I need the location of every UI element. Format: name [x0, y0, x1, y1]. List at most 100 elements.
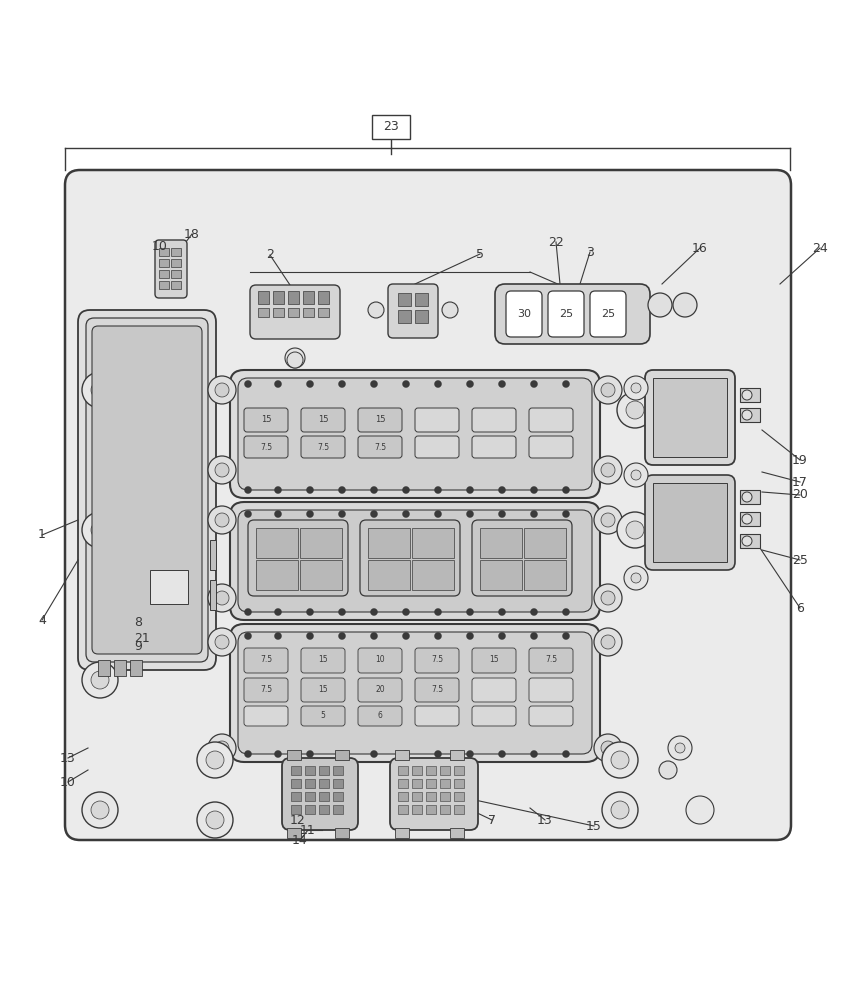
Bar — [305, 805, 315, 814]
Bar — [653, 483, 727, 562]
Bar — [114, 660, 126, 676]
Circle shape — [624, 376, 648, 400]
Text: 19: 19 — [792, 454, 808, 466]
FancyBboxPatch shape — [358, 706, 402, 726]
Text: 1: 1 — [38, 528, 46, 542]
Bar — [333, 766, 343, 775]
Text: 25: 25 — [601, 309, 615, 319]
FancyBboxPatch shape — [155, 240, 187, 298]
FancyBboxPatch shape — [238, 632, 592, 754]
Circle shape — [245, 510, 252, 518]
Circle shape — [208, 376, 236, 404]
FancyBboxPatch shape — [472, 678, 516, 702]
Bar — [318, 308, 329, 317]
Bar — [130, 660, 142, 676]
Bar — [440, 766, 450, 775]
FancyBboxPatch shape — [301, 408, 345, 432]
Bar — [653, 378, 727, 457]
FancyBboxPatch shape — [250, 285, 340, 339]
Circle shape — [371, 487, 378, 493]
Text: 7.5: 7.5 — [260, 686, 272, 694]
Circle shape — [306, 510, 313, 518]
Circle shape — [617, 512, 653, 548]
Circle shape — [306, 380, 313, 387]
Text: 6: 6 — [378, 712, 383, 720]
Circle shape — [245, 750, 252, 758]
Bar — [335, 828, 349, 838]
Circle shape — [562, 487, 569, 493]
FancyBboxPatch shape — [358, 408, 402, 432]
FancyBboxPatch shape — [472, 520, 572, 596]
Circle shape — [601, 513, 615, 527]
Circle shape — [339, 750, 345, 758]
FancyBboxPatch shape — [301, 436, 345, 458]
Circle shape — [530, 487, 537, 493]
Text: 30: 30 — [517, 309, 531, 319]
Bar — [333, 792, 343, 801]
Circle shape — [215, 463, 229, 477]
Bar — [303, 308, 314, 317]
Bar — [305, 792, 315, 801]
Bar — [398, 293, 411, 306]
Circle shape — [206, 751, 224, 769]
FancyBboxPatch shape — [230, 370, 600, 498]
Bar — [288, 291, 299, 304]
Bar — [398, 310, 411, 323]
FancyBboxPatch shape — [230, 502, 600, 620]
Text: 15: 15 — [319, 656, 328, 664]
Bar — [415, 293, 428, 306]
Circle shape — [626, 401, 644, 419]
Text: 25: 25 — [792, 554, 808, 566]
Text: 2: 2 — [266, 248, 274, 261]
FancyBboxPatch shape — [506, 291, 542, 337]
Bar — [256, 528, 298, 558]
Circle shape — [611, 801, 629, 819]
Text: 20: 20 — [375, 686, 385, 694]
Circle shape — [601, 463, 615, 477]
Text: 23: 23 — [383, 120, 399, 133]
Bar — [426, 766, 436, 775]
Text: 7: 7 — [488, 814, 496, 826]
Circle shape — [659, 761, 677, 779]
Circle shape — [648, 293, 672, 317]
Bar — [159, 281, 169, 289]
Text: 15: 15 — [319, 686, 328, 694]
Circle shape — [208, 456, 236, 484]
FancyBboxPatch shape — [529, 678, 573, 702]
Circle shape — [435, 380, 442, 387]
FancyBboxPatch shape — [388, 284, 438, 338]
Text: 7.5: 7.5 — [431, 656, 443, 664]
Circle shape — [530, 510, 537, 518]
Bar — [210, 580, 216, 610]
Circle shape — [498, 750, 505, 758]
Bar — [210, 540, 216, 570]
FancyBboxPatch shape — [301, 706, 345, 726]
Bar — [426, 792, 436, 801]
Circle shape — [466, 608, 474, 615]
Bar — [412, 560, 454, 590]
FancyBboxPatch shape — [415, 678, 459, 702]
Text: 10: 10 — [375, 656, 385, 664]
Circle shape — [562, 510, 569, 518]
Circle shape — [206, 811, 224, 829]
Bar — [740, 490, 760, 504]
Bar — [291, 792, 301, 801]
Circle shape — [435, 487, 442, 493]
Bar — [291, 779, 301, 788]
FancyBboxPatch shape — [495, 284, 650, 344]
Circle shape — [594, 584, 622, 612]
Circle shape — [498, 487, 505, 493]
Circle shape — [435, 633, 442, 640]
Circle shape — [215, 513, 229, 527]
Circle shape — [208, 506, 236, 534]
Circle shape — [675, 743, 685, 753]
Circle shape — [82, 662, 118, 698]
Circle shape — [435, 750, 442, 758]
Bar — [319, 792, 329, 801]
FancyBboxPatch shape — [415, 436, 459, 458]
Text: 7.5: 7.5 — [317, 442, 329, 452]
FancyBboxPatch shape — [472, 436, 516, 458]
Circle shape — [601, 383, 615, 397]
Text: 15: 15 — [490, 656, 499, 664]
Bar — [440, 805, 450, 814]
